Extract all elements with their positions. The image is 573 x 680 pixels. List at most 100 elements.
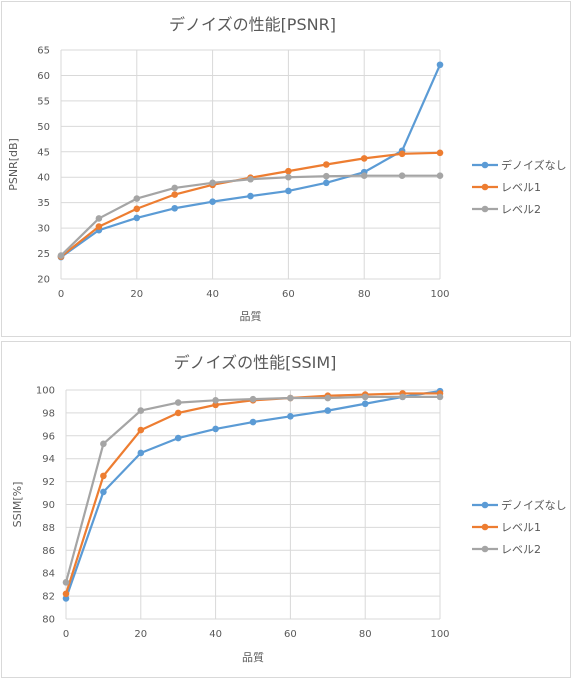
data-point [137, 426, 145, 434]
y-tick-label: 82 [42, 592, 55, 603]
data-point [287, 413, 294, 420]
legend-marker [481, 523, 489, 531]
data-point [436, 393, 444, 401]
legend-label: レベル1 [501, 521, 541, 534]
data-point [247, 175, 254, 183]
y-tick-label: 92 [42, 477, 55, 488]
data-point [399, 393, 406, 401]
data-point [171, 184, 178, 192]
y-tick-label: 20 [37, 275, 50, 286]
x-tick-label: 60 [282, 289, 295, 300]
data-point [95, 215, 103, 222]
data-point [287, 394, 294, 402]
y-tick-label: 86 [42, 546, 55, 557]
y-tick-label: 40 [37, 173, 50, 184]
x-tick-label: 60 [284, 629, 297, 640]
legend-marker [481, 183, 489, 191]
y-tick-label: 96 [42, 431, 55, 442]
data-point [398, 150, 406, 158]
data-point [212, 425, 219, 433]
data-point [171, 191, 178, 198]
data-point [95, 223, 103, 230]
data-point [323, 172, 330, 180]
data-point [398, 172, 406, 179]
data-point [133, 195, 141, 202]
data-point [436, 172, 444, 179]
data-point [174, 399, 182, 406]
legend-label: デノイズなし [501, 498, 567, 512]
data-point [137, 407, 145, 414]
data-point [285, 173, 292, 181]
x-tick-label: 80 [359, 629, 372, 640]
y-tick-label: 98 [42, 408, 55, 419]
data-point [62, 579, 70, 586]
data-point [249, 395, 257, 403]
series-2 [57, 149, 444, 260]
data-point [174, 409, 182, 417]
data-point [212, 397, 219, 404]
data-point [209, 198, 216, 205]
data-point [324, 407, 332, 414]
data-point [62, 595, 70, 602]
data-point [360, 172, 368, 179]
series-line [60, 151, 441, 258]
y-tick-label: 50 [37, 122, 50, 133]
data-point [100, 440, 107, 448]
data-point [285, 187, 292, 195]
y-tick-label: 80 [42, 615, 55, 626]
series-3 [57, 172, 444, 259]
psnr-chart: デノイズの性能[PSNR] 20 25 30 35 40 45 50 55 60 65 0 20 40 60… [7, 15, 567, 323]
x-tick-label: 20 [134, 629, 147, 640]
data-point [361, 400, 369, 408]
series-1 [57, 61, 444, 261]
series-1 [62, 387, 444, 602]
data-point [57, 252, 65, 259]
data-point [436, 61, 444, 69]
x-tick-label: 40 [209, 629, 222, 640]
data-point [137, 449, 145, 457]
data-point [62, 590, 70, 598]
legend-marker [481, 545, 489, 553]
x-tick-label: 100 [430, 629, 449, 640]
x-tick-label: 100 [430, 289, 449, 300]
y-tick-label: 45 [37, 147, 50, 158]
x-axis-label: 品質 [242, 650, 264, 664]
data-point [247, 192, 254, 200]
data-point [133, 214, 141, 222]
y-tick-label: 55 [37, 96, 50, 107]
x-tick-label: 0 [63, 629, 69, 640]
x-tick-label: 40 [206, 289, 219, 300]
y-tick-label: 88 [42, 523, 55, 534]
data-point [133, 205, 141, 213]
ssim-chart: デノイズの性能[SSIM] 80 82 84 86 88 90 92 94 96 98 100 0 20 4… [11, 353, 567, 664]
legend-label: デノイズなし [501, 158, 567, 172]
data-point [323, 179, 330, 187]
y-tick-label: 35 [37, 198, 50, 209]
data-point [209, 179, 216, 187]
x-tick-label: 20 [130, 289, 143, 300]
data-point [174, 434, 182, 442]
data-point [361, 393, 369, 401]
y-tick-label: 94 [42, 454, 55, 465]
y-tick-label: 25 [37, 249, 50, 260]
data-point [249, 418, 257, 426]
x-tick-label: 0 [58, 289, 64, 300]
y-axis-label: PSNR[dB] [7, 138, 20, 191]
data-point [171, 204, 178, 212]
data-point [324, 394, 332, 402]
x-tick-label: 80 [358, 289, 371, 300]
series-3 [62, 393, 444, 586]
chart-title: デノイズの性能[PSNR] [169, 15, 336, 34]
data-point [436, 149, 444, 157]
chart-title: デノイズの性能[SSIM] [174, 353, 337, 372]
y-tick-label: 100 [36, 386, 55, 397]
y-tick-label: 30 [37, 224, 50, 235]
data-point [323, 161, 330, 168]
data-point [100, 488, 107, 496]
series-line [60, 174, 440, 257]
psnr-chart-panel: デノイズの性能[PSNR] 20 25 30 35 40 45 50 55 60 65 0 20 40 60… [1, 1, 571, 337]
y-tick-label: 60 [37, 71, 50, 82]
legend-label: レベル1 [501, 181, 541, 194]
legend-label: レベル2 [501, 203, 541, 216]
